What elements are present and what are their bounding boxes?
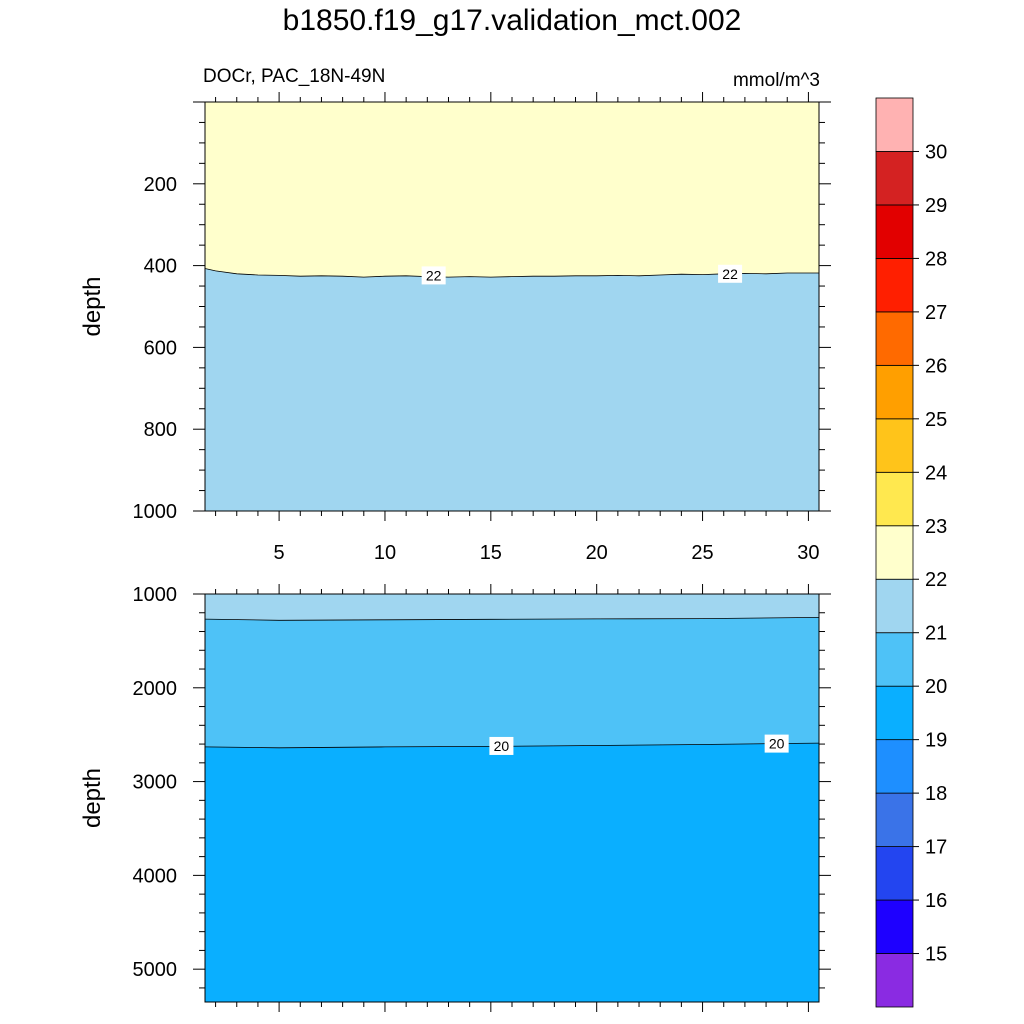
colorbar-swatch [875, 151, 914, 206]
colorbar-label: 23 [925, 516, 947, 538]
chart-title: b1850.f19_g17.validation_mct.002 [282, 4, 742, 37]
colorbar-swatch [875, 846, 914, 901]
colorbar-label: 24 [925, 462, 947, 484]
y-tick-label: 1000 [133, 584, 178, 606]
colorbar-label: 17 [925, 837, 947, 859]
upper-panel: 22 22 5 10 15 20 25 30 200 400 600 800 1000 depth [79, 92, 831, 564]
colorbar-label: 25 [925, 409, 947, 431]
colorbar-swatch [875, 899, 914, 954]
contour-fill-21-22 [205, 268, 819, 511]
contour-fill-19-20 [205, 743, 819, 1002]
y-tick-label: 200 [144, 174, 177, 196]
contour-line-21 [204, 617, 820, 621]
colorbar-swatch [875, 578, 914, 634]
x-tick-label: 5 [274, 542, 285, 564]
colorbar-label: 19 [925, 730, 947, 752]
colorbar-swatch [875, 258, 914, 313]
y-axis-label: depth [79, 768, 106, 828]
colorbar-swatch [875, 471, 914, 527]
contour-label-box [764, 734, 789, 753]
colorbar-label: 18 [925, 783, 947, 805]
x-tick-label: 20 [586, 542, 608, 564]
colorbar-swatch [875, 204, 914, 259]
colorbar-label: 21 [925, 623, 947, 645]
colorbar-label: 29 [925, 195, 947, 217]
contour-fill-21-22 [205, 594, 819, 621]
contour-label-box [421, 266, 446, 285]
colorbar-swatch [875, 525, 914, 580]
x-tick-label: 25 [691, 542, 713, 564]
subtitle-right: mmol/m^3 [733, 70, 820, 91]
contour-fill-20-21 [205, 617, 819, 748]
contour-label-20: 20 [494, 738, 510, 754]
contour-label-box [718, 264, 743, 283]
contour-label-box [489, 736, 514, 755]
subtitle-left: DOCr, PAC_18N-49N [203, 66, 385, 87]
x-tick-label: 15 [480, 542, 502, 564]
y-tick-label: 3000 [133, 772, 178, 794]
x-tick-label: 30 [797, 542, 819, 564]
y-tick-label: 4000 [133, 865, 178, 887]
y-tick-label: 5000 [133, 959, 178, 981]
colorbar-label: 26 [925, 355, 947, 377]
colorbar-swatch [875, 311, 914, 366]
y-tick-label: 2000 [133, 678, 178, 700]
contour-fill-22-23 [205, 102, 819, 278]
colorbar-label: 15 [925, 944, 947, 966]
colorbar-label: 22 [925, 569, 947, 591]
colorbar: 15 16 17 18 19 20 21 22 23 24 25 26 27 28 29 30 [875, 97, 947, 1008]
colorbar-swatch [875, 739, 914, 794]
colorbar-swatch [875, 364, 914, 420]
y-axis-label: depth [79, 276, 106, 336]
colorbar-swatch [875, 632, 914, 687]
contour-label-20: 20 [769, 736, 785, 752]
y-tick-label: 400 [144, 256, 177, 278]
y-tick-label: 600 [144, 337, 177, 359]
colorbar-swatch [875, 685, 914, 741]
colorbar-swatch [875, 953, 914, 1008]
colorbar-label: 27 [925, 302, 947, 324]
colorbar-label: 28 [925, 248, 947, 270]
y-tick-label: 1000 [133, 501, 178, 523]
lower-panel: 20 20 1000 2000 3000 4000 5000 depth [79, 584, 831, 1012]
contour-label-22: 22 [426, 267, 442, 283]
colorbar-label: 20 [925, 676, 947, 698]
colorbar-label: 16 [925, 890, 947, 912]
x-tick-label: 10 [374, 542, 396, 564]
colorbar-swatch [875, 792, 914, 847]
contour-label-22: 22 [722, 266, 738, 282]
colorbar-swatch [875, 97, 914, 152]
colorbar-label: 30 [925, 141, 947, 163]
colorbar-swatch [875, 418, 914, 473]
y-tick-label: 800 [144, 419, 177, 441]
